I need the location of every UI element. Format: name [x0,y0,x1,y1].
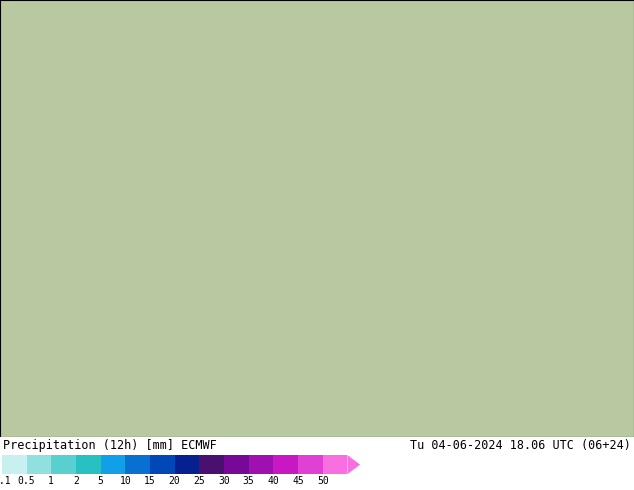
Bar [323,455,347,474]
Bar [174,455,199,474]
Bar [126,455,150,474]
Bar [27,455,51,474]
Bar [224,455,249,474]
Text: 40: 40 [268,476,279,486]
Text: 0.1: 0.1 [0,476,11,486]
Bar [2,455,27,474]
Text: 2: 2 [73,476,79,486]
Text: 30: 30 [218,476,230,486]
Bar [249,455,273,474]
Bar [101,455,126,474]
Text: 5: 5 [98,476,103,486]
Text: 20: 20 [169,476,181,486]
Text: 25: 25 [193,476,205,486]
Text: 15: 15 [144,476,156,486]
Text: Precipitation (12h) [mm] ECMWF: Precipitation (12h) [mm] ECMWF [3,439,217,452]
FancyArrow shape [347,455,360,474]
Bar [273,455,298,474]
Text: 35: 35 [243,476,255,486]
Bar [150,455,175,474]
Bar [51,455,76,474]
Text: 0.5: 0.5 [18,476,36,486]
Text: 10: 10 [119,476,131,486]
Text: 1: 1 [48,476,54,486]
Bar [298,455,323,474]
Text: 45: 45 [292,476,304,486]
Bar [199,455,224,474]
Text: Tu 04-06-2024 18.06 UTC (06+24): Tu 04-06-2024 18.06 UTC (06+24) [410,439,631,452]
Text: 50: 50 [317,476,328,486]
Bar [76,455,101,474]
